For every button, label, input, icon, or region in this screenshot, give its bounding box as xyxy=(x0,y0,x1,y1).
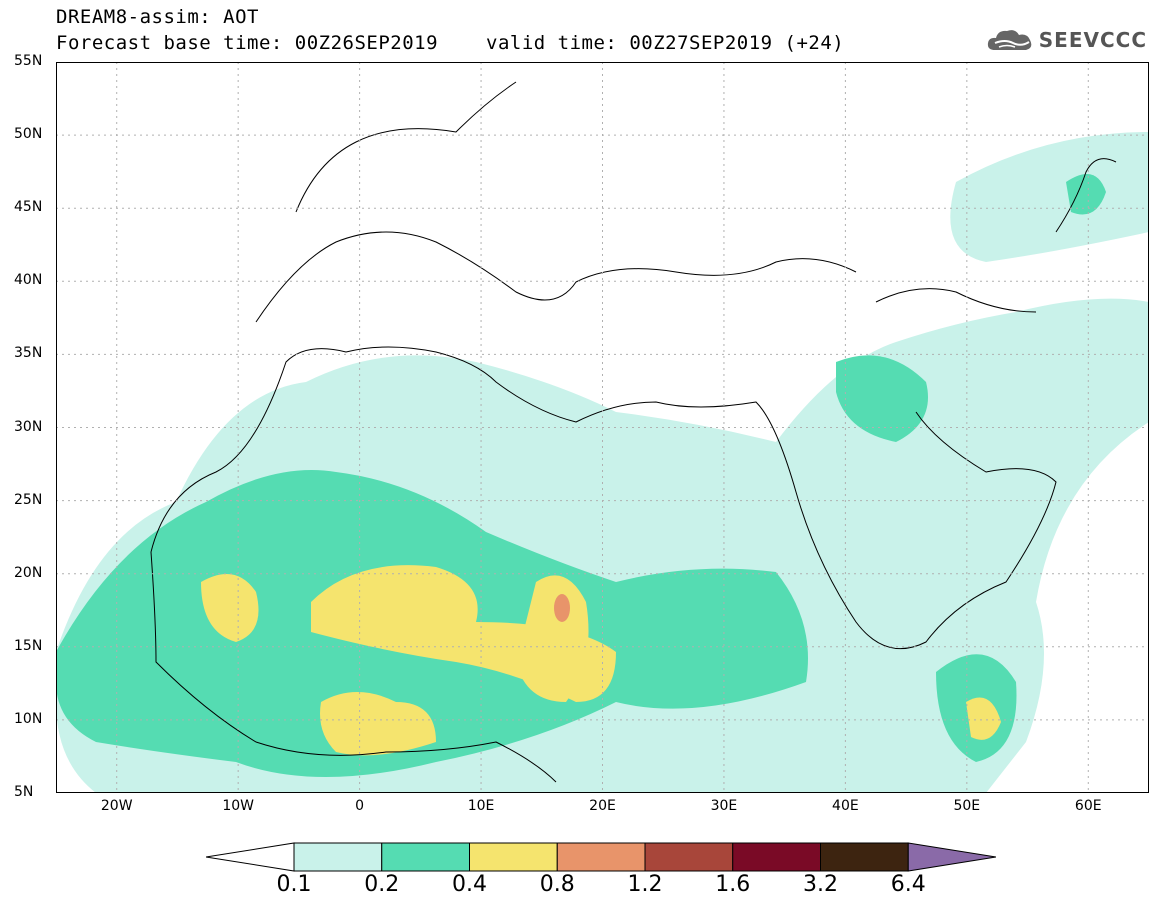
latitude-label: 30N xyxy=(14,418,43,435)
latitude-label: 5N xyxy=(14,784,34,800)
aot-patch-very-high-tibesti xyxy=(554,594,570,622)
colorbar-label: 6.4 xyxy=(890,872,926,897)
latitude-label: 15N xyxy=(14,637,43,654)
longitude-label: 0 xyxy=(355,798,365,814)
colorbar-swatch xyxy=(469,842,558,872)
longitude-label: 20E xyxy=(589,798,616,814)
longitude-label: 30E xyxy=(710,798,738,814)
forecast-times: Forecast base time: 00Z26SEP2019 valid ti… xyxy=(56,32,844,54)
aot-map xyxy=(56,62,1149,793)
colorbar-swatch xyxy=(820,842,909,872)
longitude-label: 10W xyxy=(222,798,254,814)
colorbar-low-triangle xyxy=(206,842,295,872)
aot-patch-medium-gulf xyxy=(836,355,928,442)
latitude-label: 25N xyxy=(14,491,43,508)
longitude-label: 40E xyxy=(832,798,859,814)
longitude-label: 60E xyxy=(1074,798,1102,814)
map-border xyxy=(56,62,1149,793)
aot-patch-medium-caspian xyxy=(1066,174,1106,215)
longitude-label: 20W xyxy=(100,798,133,814)
colorbar xyxy=(206,842,996,872)
latitude-label: 45N xyxy=(14,199,43,216)
latitude-label: 50N xyxy=(14,126,43,143)
aot-shading xyxy=(56,132,1149,793)
seevccc-logo: SEEVCCC xyxy=(985,26,1147,54)
aot-patch-high-somalia xyxy=(966,697,1001,740)
colorbar-label: 0.8 xyxy=(539,872,575,897)
colorbar-swatch xyxy=(644,842,734,872)
aot-band-light-ne xyxy=(950,132,1149,262)
aot-patch-high-chad xyxy=(516,575,589,702)
cloud-icon xyxy=(987,30,1032,50)
colorbar-swatch xyxy=(381,842,470,872)
lat-lon-grid xyxy=(56,62,1149,793)
colorbar-label: 1.6 xyxy=(715,872,751,897)
colorbar-label: 1.2 xyxy=(627,872,663,897)
aot-patch-high-gulf xyxy=(320,692,436,756)
map-title: DREAM8-assim: AOT xyxy=(56,6,259,28)
colorbar-high-triangle xyxy=(907,842,996,872)
colorbar-swatch xyxy=(293,842,383,872)
base-time: Forecast base time: 00Z26SEP2019 xyxy=(56,32,439,54)
longitude-label: 10E xyxy=(467,798,495,814)
latitude-label: 35N xyxy=(14,345,43,362)
colorbar-label: 0.1 xyxy=(276,872,312,897)
latitude-label: 55N xyxy=(14,53,43,69)
colorbar-swatch xyxy=(732,842,821,872)
coastlines xyxy=(150,81,1117,783)
latitude-label: 40N xyxy=(14,272,43,289)
colorbar-label: 0.2 xyxy=(364,872,400,897)
latitude-label: 20N xyxy=(14,564,43,581)
colorbar-label: 3.2 xyxy=(803,872,838,897)
aot-patch-high-mauritania xyxy=(201,574,259,642)
colorbar-label: 0.4 xyxy=(452,872,487,897)
valid-time: valid time: 00Z27SEP2019 (+24) xyxy=(486,32,845,54)
colorbar-swatch xyxy=(556,842,646,872)
latitude-label: 10N xyxy=(14,710,43,727)
logo-text: SEEVCCC xyxy=(1038,28,1147,52)
longitude-label: 50E xyxy=(953,798,981,814)
